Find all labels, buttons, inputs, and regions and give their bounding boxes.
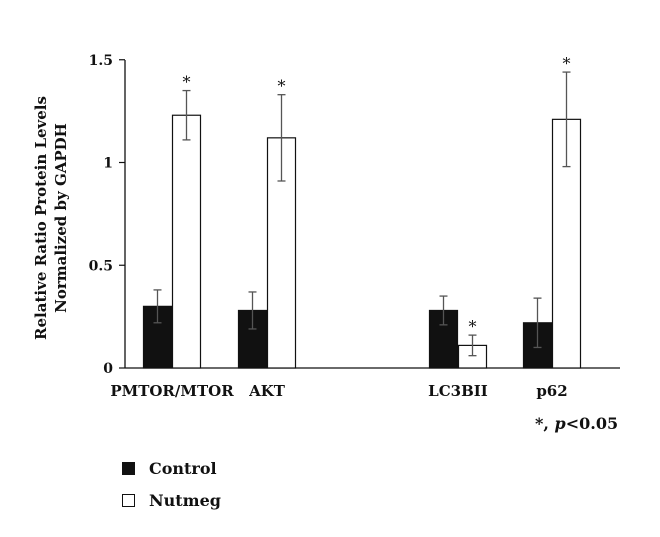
note-threshold: <0.05 <box>565 414 619 433</box>
y-axis-title-line-2: Normalized by GAPDH <box>52 123 70 313</box>
category-label: PMTOR/MTOR <box>110 382 234 400</box>
legend-label-control: Control <box>149 458 217 478</box>
legend-swatch-nutmeg <box>122 493 135 507</box>
category-label: LC3BII <box>428 382 488 400</box>
category-label: AKT <box>248 382 286 400</box>
y-ticks: 0 0.5 1 1.5 <box>89 53 125 377</box>
significance-star: * <box>469 317 477 336</box>
significance-star: * <box>563 54 571 73</box>
category-label: p62 <box>536 382 567 400</box>
note-symbol: *, <box>535 414 555 433</box>
legend-item-nutmeg: Nutmeg <box>122 484 221 516</box>
y-tick-label: 0 <box>103 361 113 377</box>
legend: Control Nutmeg <box>122 452 221 516</box>
y-tick-label: 1 <box>103 156 113 172</box>
y-axis-title: Relative Ratio Protein Levels Normalized… <box>32 96 70 340</box>
significance-star: * <box>183 73 191 92</box>
significance-note: *, p<0.05 <box>535 414 618 433</box>
y-axis-title-line-1: Relative Ratio Protein Levels <box>32 96 50 340</box>
y-tick-label: 0.5 <box>89 258 113 274</box>
note-p: p <box>554 414 566 433</box>
legend-label-nutmeg: Nutmeg <box>149 490 221 510</box>
significance-star: * <box>278 77 286 96</box>
legend-item-control: Control <box>122 452 221 484</box>
y-tick-label: 1.5 <box>89 53 113 69</box>
bar-nutmeg-0 <box>171 114 202 369</box>
legend-swatch-control <box>122 461 135 475</box>
bars: * * * * <box>142 54 582 369</box>
category-labels: PMTOR/MTOR AKT LC3BII p62 <box>110 382 567 400</box>
